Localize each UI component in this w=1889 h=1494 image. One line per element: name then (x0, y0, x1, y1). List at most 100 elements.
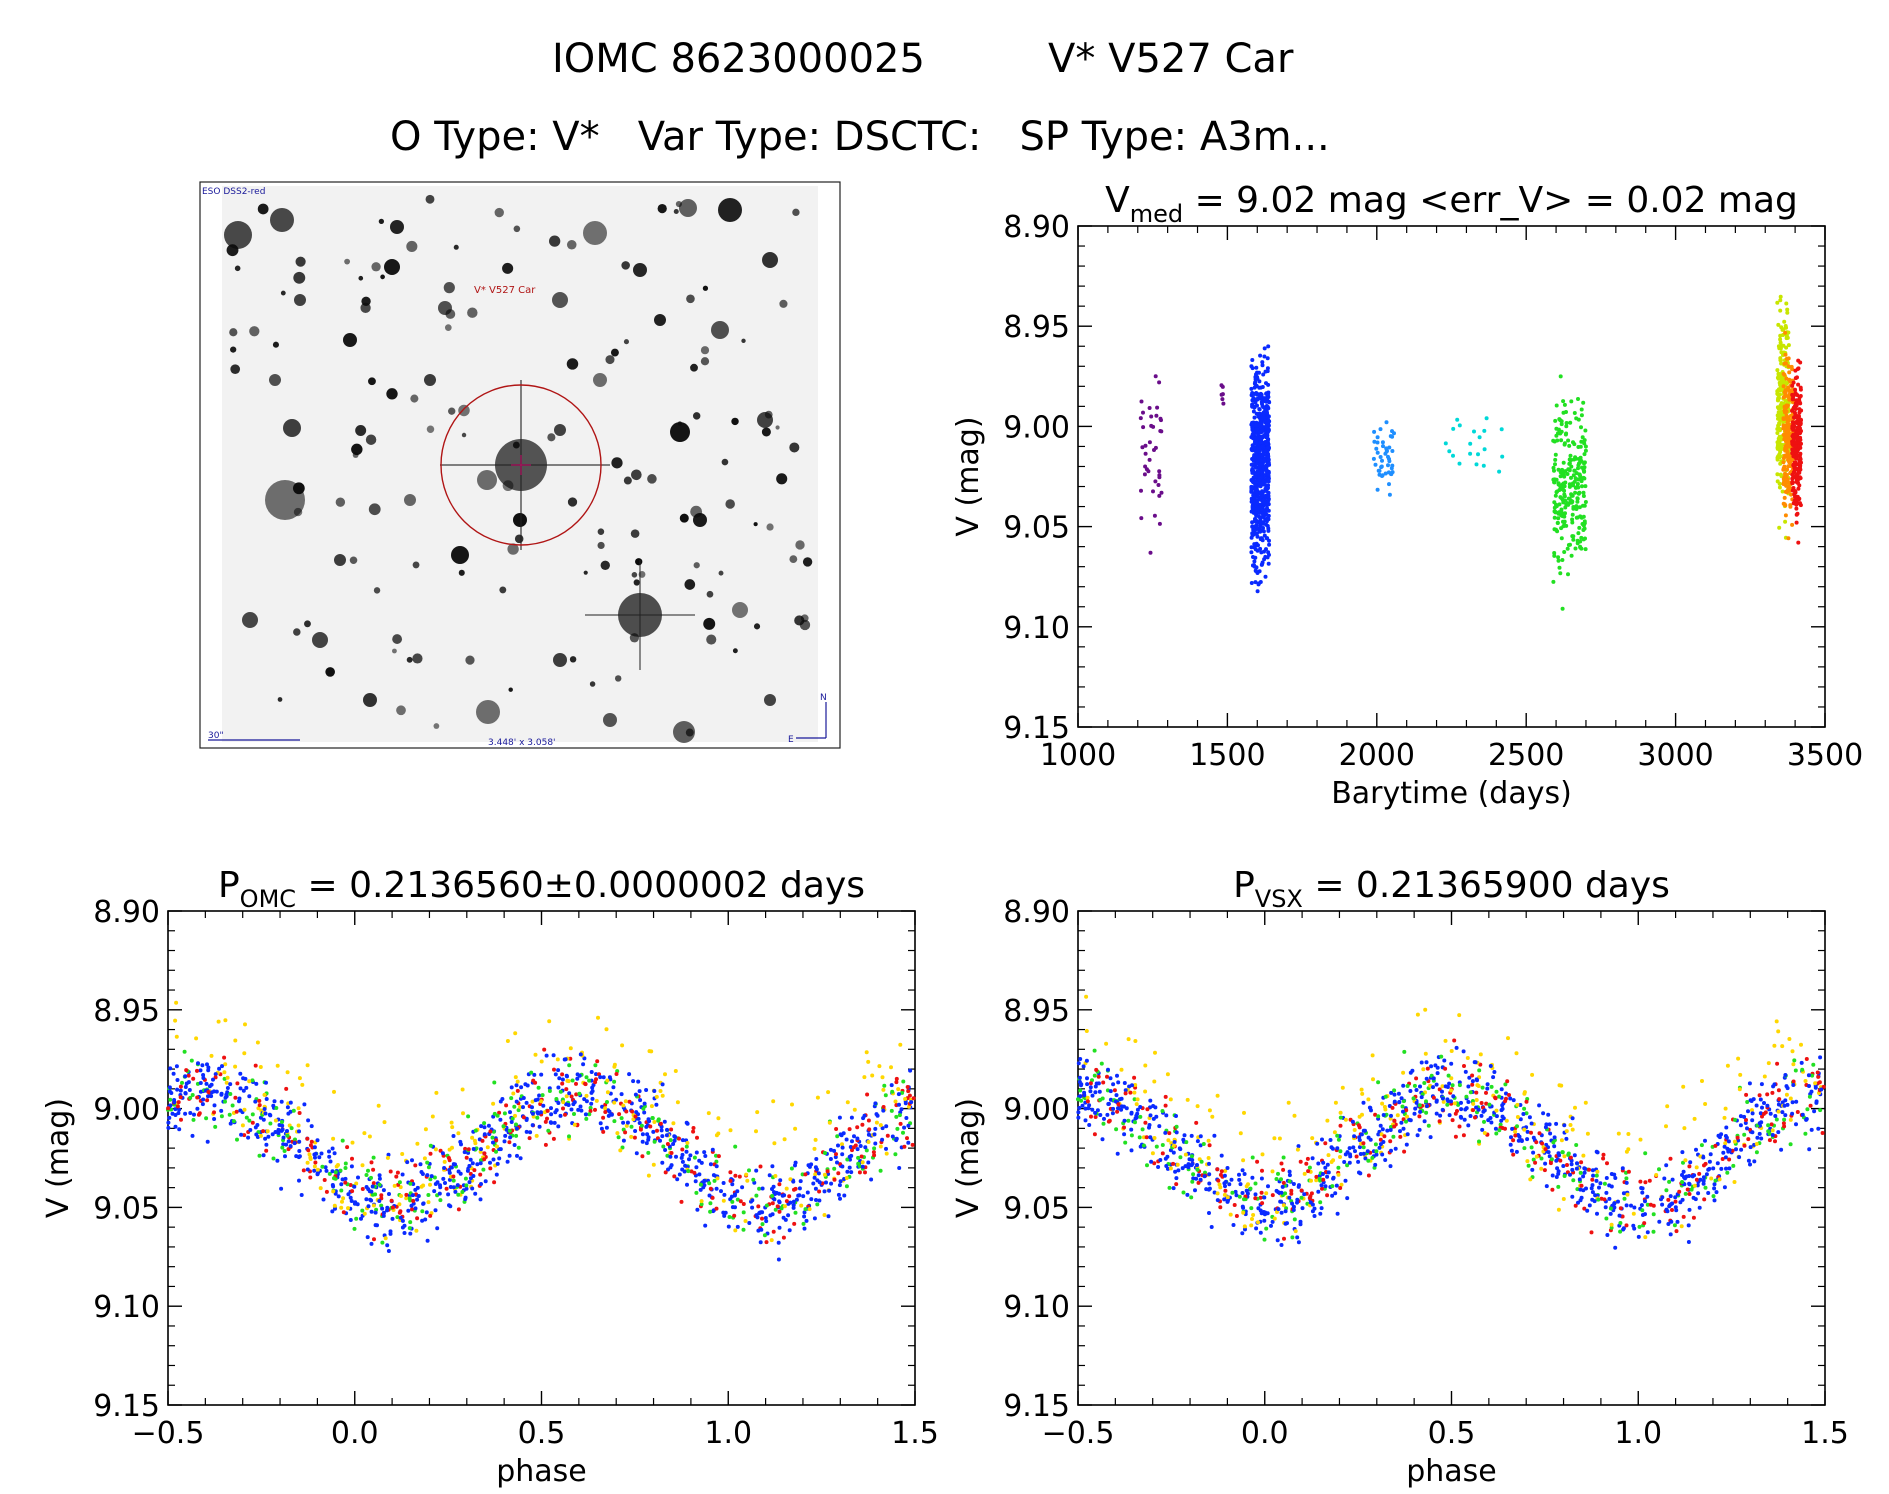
phase-point (346, 1206, 350, 1211)
phase-point (556, 1124, 561, 1129)
phase-point (413, 1187, 418, 1192)
phase-point (1076, 1061, 1081, 1066)
finder-star (499, 586, 507, 594)
phase-point (1546, 1112, 1551, 1117)
phase-point (1759, 1136, 1764, 1141)
phase-point (331, 1184, 336, 1189)
data-point-season-3 (1253, 517, 1257, 521)
phase-point (284, 1086, 289, 1091)
phase-point (1528, 1177, 1533, 1182)
phase-point (397, 1180, 402, 1185)
finder-star (677, 421, 683, 426)
phase-point (253, 1063, 258, 1068)
phase-point (1738, 1123, 1743, 1128)
y-tick-label: 9.00 (93, 1093, 160, 1128)
data-point-season-3 (1255, 427, 1259, 432)
phase-point (649, 1104, 654, 1109)
phase-point (390, 1216, 395, 1221)
phase-point (895, 1126, 900, 1131)
data-point-season-3 (1254, 423, 1258, 428)
data-point-season-3 (1266, 494, 1271, 498)
phase-point (1673, 1205, 1678, 1210)
phase-point (198, 1068, 203, 1073)
data-point-season-3 (1266, 477, 1271, 482)
phase-point (827, 1188, 832, 1193)
finder-star (623, 339, 629, 345)
data-point-season-8 (1781, 395, 1786, 400)
phase-point (1626, 1169, 1631, 1174)
phase-point (1791, 1083, 1796, 1087)
finder-star (693, 562, 700, 569)
phase-point (1151, 1116, 1156, 1121)
data-point-season-5 (1457, 461, 1462, 466)
phase-point (1807, 1094, 1812, 1099)
data-point-season-7 (1777, 411, 1781, 416)
phase-point (560, 1072, 565, 1077)
phase-point (1522, 1146, 1527, 1151)
phase-point (264, 1097, 269, 1101)
data-point-season-5 (1484, 416, 1489, 421)
phase-point (1353, 1149, 1357, 1154)
phase-point (1133, 1120, 1137, 1125)
phase-point (1561, 1164, 1566, 1168)
phase-point (814, 1198, 818, 1202)
phase-point (385, 1205, 390, 1210)
phase-point (1361, 1145, 1366, 1150)
finder-star (792, 208, 800, 217)
phase-point (1183, 1152, 1188, 1157)
phase-point (878, 1123, 883, 1128)
phase-point (1093, 1110, 1098, 1115)
data-point-season-9 (1791, 423, 1796, 428)
phase-point (728, 1128, 733, 1133)
data-point-season-6 (1564, 410, 1568, 414)
phase-point (279, 1099, 284, 1104)
phase-point (492, 1111, 497, 1116)
phase-point (425, 1238, 430, 1243)
data-point-season-7 (1779, 375, 1784, 380)
phase-point (630, 1109, 635, 1114)
phase-point (1424, 1099, 1428, 1104)
finder-star (597, 541, 605, 550)
phase-point (652, 1089, 657, 1093)
phase-point (197, 1111, 202, 1116)
phase-point (1325, 1174, 1330, 1179)
phase-point (1281, 1180, 1286, 1185)
phase-point (569, 1107, 574, 1112)
phase-point (1280, 1184, 1285, 1189)
data-point-season-3 (1258, 440, 1263, 445)
phase-point (1497, 1094, 1502, 1099)
phase-point (1618, 1221, 1623, 1225)
x-tick-label: 1.5 (891, 1416, 939, 1451)
phase-point (838, 1179, 843, 1184)
phase-point (1299, 1188, 1304, 1193)
phase-point (659, 1128, 664, 1133)
data-point-season-9 (1796, 426, 1801, 430)
phase-point (1209, 1225, 1214, 1229)
phase-point (838, 1196, 842, 1201)
phase-point (1077, 1106, 1082, 1110)
phase-point (1477, 1068, 1482, 1073)
phase-point (755, 1215, 760, 1220)
phase-point (791, 1179, 796, 1184)
data-point-season-3 (1255, 403, 1259, 408)
phase-point (733, 1144, 738, 1149)
x-tick-label: 1.0 (1614, 1416, 1662, 1451)
phase-point (1092, 1073, 1097, 1078)
data-point-season-6 (1581, 503, 1585, 508)
data-point-season-1 (1156, 483, 1161, 487)
phase-point (289, 1126, 294, 1131)
phase-point (1665, 1209, 1670, 1214)
data-point-season-3 (1254, 479, 1258, 484)
phase-point (672, 1138, 677, 1143)
phase-point (1779, 1147, 1784, 1152)
phase-point (1321, 1160, 1326, 1165)
data-point-season-6 (1581, 490, 1586, 495)
phase-point (1482, 1119, 1486, 1124)
data-point-season-8 (1781, 417, 1786, 421)
phase-point (1132, 1090, 1137, 1095)
phase-point (486, 1123, 491, 1128)
data-point-season-6 (1581, 494, 1586, 498)
data-point-season-6 (1566, 502, 1571, 507)
phase-point (1727, 1157, 1732, 1162)
phase-point (1249, 1223, 1254, 1228)
